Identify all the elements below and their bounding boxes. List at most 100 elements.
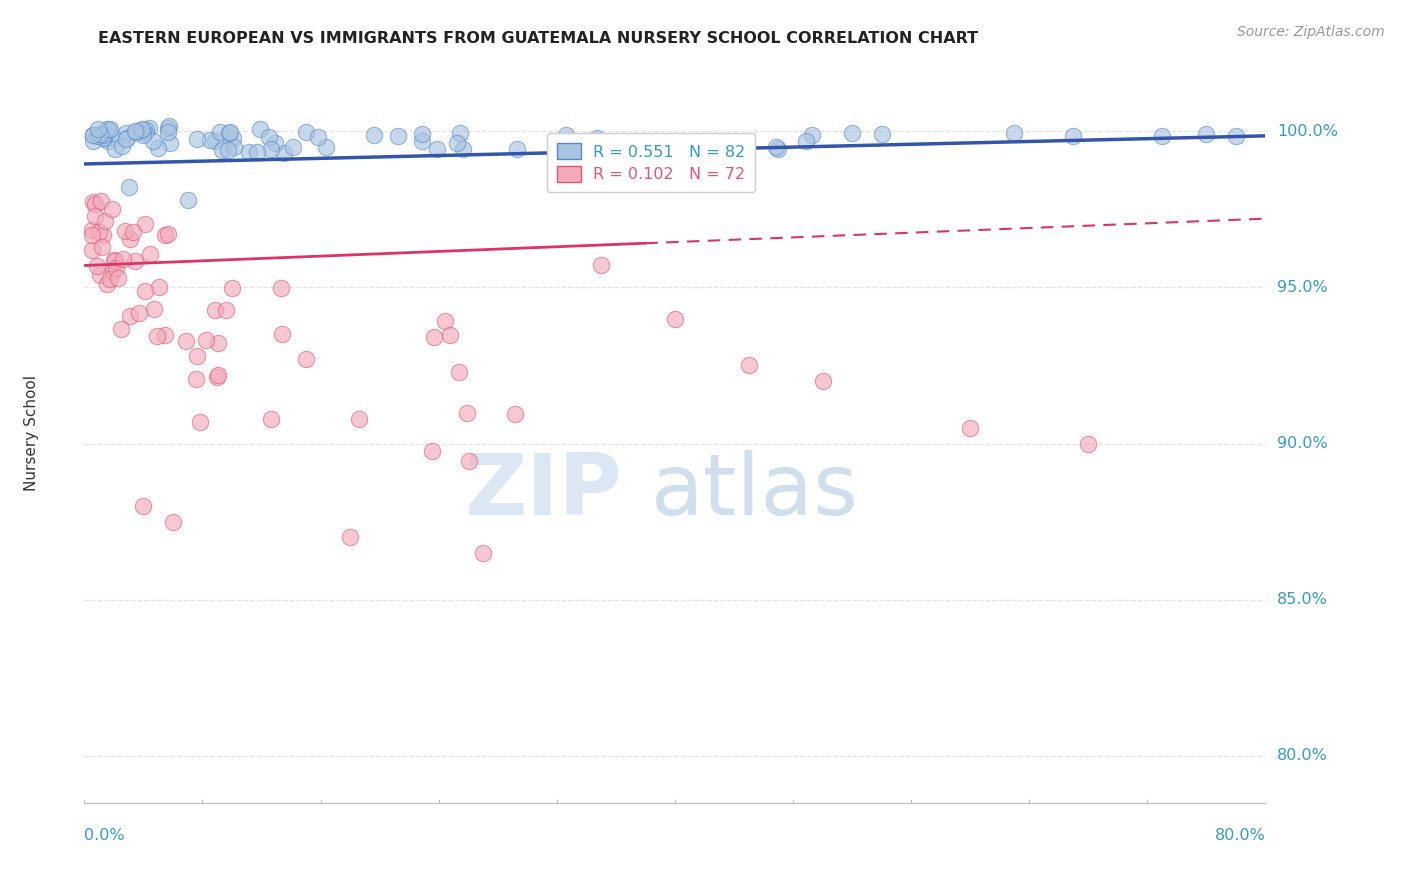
Point: [218, 127, 240, 141]
Point: [132, 499, 155, 513]
Text: 90.0%: 90.0%: [1277, 436, 1327, 451]
Point: [146, 329, 169, 343]
Point: [128, 306, 150, 320]
Point: [115, 126, 138, 140]
Point: [283, 140, 305, 154]
Point: [363, 128, 385, 142]
Point: [246, 145, 269, 160]
Point: [422, 330, 444, 344]
Point: [1150, 128, 1173, 143]
Point: [156, 120, 179, 135]
Point: [249, 122, 271, 136]
Text: Nursery School: Nursery School: [24, 375, 39, 491]
Text: EASTERN EUROPEAN VS IMMIGRANTS FROM GUATEMALA NURSERY SCHOOL CORRELATION CHART: EASTERN EUROPEAN VS IMMIGRANTS FROM GUAT…: [98, 31, 979, 46]
Point: [82, 128, 104, 142]
Point: [1195, 128, 1218, 142]
Point: [765, 140, 787, 154]
Point: [157, 120, 180, 134]
Point: [339, 530, 361, 544]
Point: [198, 132, 221, 146]
Point: [472, 546, 495, 560]
Point: [125, 125, 148, 139]
Point: [264, 136, 287, 150]
Point: [156, 125, 179, 139]
Point: [260, 142, 283, 156]
Text: 100.0%: 100.0%: [1277, 124, 1339, 138]
Point: [841, 126, 863, 140]
Point: [101, 264, 124, 278]
Point: [89, 268, 111, 282]
Point: [80, 223, 103, 237]
Point: [131, 122, 153, 136]
Point: [98, 122, 121, 136]
Point: [129, 123, 152, 137]
Point: [90, 128, 112, 142]
Point: [222, 131, 245, 145]
Point: [411, 127, 433, 141]
Point: [238, 145, 260, 159]
Point: [131, 122, 153, 136]
Point: [91, 128, 114, 143]
Point: [457, 453, 479, 467]
Point: [186, 131, 208, 145]
Point: [142, 134, 165, 148]
Point: [120, 232, 142, 246]
Point: [134, 127, 156, 141]
Point: [82, 195, 104, 210]
Point: [190, 416, 212, 430]
Point: [585, 131, 607, 145]
Point: [83, 209, 105, 223]
Point: [204, 135, 226, 149]
Point: [121, 226, 143, 240]
Text: 85.0%: 85.0%: [1277, 592, 1329, 607]
Point: [174, 334, 197, 348]
Point: [655, 145, 678, 160]
Point: [387, 128, 409, 143]
Point: [162, 515, 184, 529]
Point: [90, 240, 112, 254]
Point: [110, 322, 132, 336]
Point: [93, 228, 115, 243]
Point: [218, 125, 240, 139]
Text: 80.0%: 80.0%: [1215, 828, 1265, 843]
Point: [111, 139, 134, 153]
Text: Source: ZipAtlas.com: Source: ZipAtlas.com: [1237, 25, 1385, 39]
Point: [84, 196, 107, 211]
Point: [186, 350, 208, 364]
Point: [222, 140, 245, 154]
Point: [93, 130, 115, 145]
Point: [107, 270, 129, 285]
Point: [794, 134, 817, 148]
Point: [177, 193, 200, 207]
Point: [439, 328, 461, 343]
Point: [205, 369, 228, 384]
Point: [801, 128, 824, 143]
Point: [426, 142, 449, 156]
Point: [115, 132, 138, 146]
Point: [217, 143, 239, 157]
Point: [101, 202, 124, 216]
Point: [506, 142, 529, 156]
Point: [98, 272, 121, 286]
Point: [134, 284, 156, 298]
Point: [156, 227, 179, 241]
Point: [159, 136, 181, 150]
Text: 0.0%: 0.0%: [84, 828, 125, 843]
Point: [347, 412, 370, 426]
Point: [104, 254, 127, 268]
Point: [134, 218, 156, 232]
Point: [118, 309, 141, 323]
Point: [82, 244, 104, 258]
Point: [98, 121, 121, 136]
Point: [96, 122, 118, 136]
Point: [295, 125, 318, 139]
Point: [959, 421, 981, 435]
Point: [449, 365, 471, 379]
Point: [104, 261, 127, 276]
Point: [87, 225, 110, 239]
Point: [96, 277, 118, 291]
Point: [153, 328, 176, 343]
Text: ZIP: ZIP: [464, 450, 621, 533]
Point: [208, 125, 231, 139]
Point: [91, 131, 114, 145]
